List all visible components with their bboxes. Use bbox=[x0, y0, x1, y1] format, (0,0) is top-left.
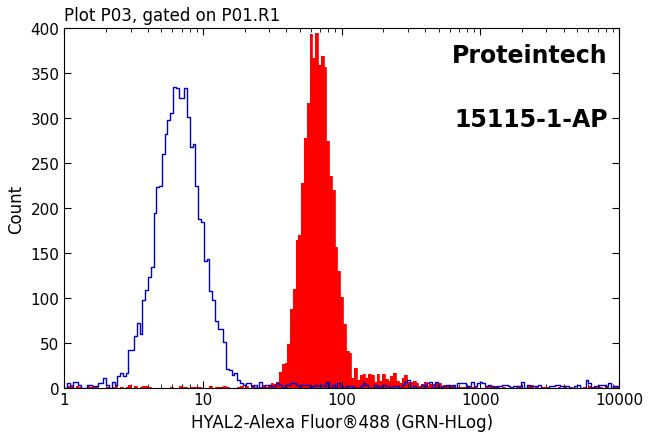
X-axis label: HYAL2-Alexa Fluor®488 (GRN-HLog): HYAL2-Alexa Fluor®488 (GRN-HLog) bbox=[190, 413, 493, 431]
Y-axis label: Count: Count bbox=[7, 184, 25, 233]
Text: Plot P03, gated on P01.R1: Plot P03, gated on P01.R1 bbox=[64, 7, 281, 25]
Text: Proteintech: Proteintech bbox=[452, 43, 608, 67]
Text: 15115-1-AP: 15115-1-AP bbox=[454, 108, 608, 132]
